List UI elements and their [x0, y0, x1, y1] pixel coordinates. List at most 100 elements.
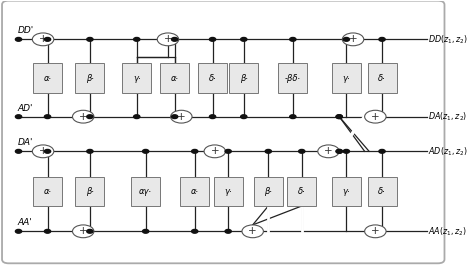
- Text: +: +: [39, 34, 47, 44]
- Text: γ⋅: γ⋅: [224, 187, 232, 196]
- Text: α⋅: α⋅: [170, 73, 179, 83]
- Circle shape: [299, 150, 305, 153]
- Circle shape: [318, 145, 339, 158]
- FancyBboxPatch shape: [332, 177, 361, 206]
- Text: αγ⋅: αγ⋅: [139, 187, 152, 196]
- Text: +: +: [248, 226, 257, 236]
- Text: AD': AD': [17, 104, 33, 113]
- Circle shape: [379, 38, 385, 41]
- FancyBboxPatch shape: [131, 177, 160, 206]
- Text: δ⋅: δ⋅: [378, 73, 386, 83]
- FancyBboxPatch shape: [198, 63, 227, 93]
- Circle shape: [204, 145, 226, 158]
- Circle shape: [342, 33, 364, 46]
- FancyBboxPatch shape: [180, 177, 209, 206]
- Circle shape: [290, 38, 296, 41]
- Circle shape: [16, 150, 22, 153]
- Circle shape: [192, 229, 198, 233]
- Text: δ⋅: δ⋅: [378, 187, 386, 196]
- Circle shape: [170, 110, 192, 123]
- Circle shape: [73, 225, 94, 238]
- FancyBboxPatch shape: [160, 63, 189, 93]
- Circle shape: [343, 38, 349, 41]
- FancyBboxPatch shape: [368, 177, 396, 206]
- FancyBboxPatch shape: [33, 177, 62, 206]
- Circle shape: [143, 150, 149, 153]
- Text: AA': AA': [17, 218, 33, 227]
- Circle shape: [16, 229, 22, 233]
- FancyBboxPatch shape: [368, 63, 396, 93]
- Text: β⋅: β⋅: [86, 73, 94, 83]
- Circle shape: [134, 115, 140, 118]
- Circle shape: [16, 38, 22, 41]
- Circle shape: [73, 110, 94, 123]
- Text: -βδ⋅: -βδ⋅: [285, 73, 301, 83]
- Text: +: +: [371, 112, 379, 122]
- Text: δ⋅: δ⋅: [209, 73, 217, 83]
- Circle shape: [171, 115, 178, 118]
- Circle shape: [336, 115, 342, 118]
- Circle shape: [16, 115, 22, 118]
- Circle shape: [265, 150, 271, 153]
- Text: +: +: [349, 34, 357, 44]
- Circle shape: [171, 38, 178, 41]
- Text: $DD(z_1,z_2)$: $DD(z_1,z_2)$: [428, 33, 468, 46]
- Text: $AD(z_1,z_2)$: $AD(z_1,z_2)$: [428, 145, 468, 158]
- Circle shape: [365, 110, 386, 123]
- Circle shape: [157, 33, 179, 46]
- Text: +: +: [164, 34, 172, 44]
- Text: α⋅: α⋅: [43, 73, 51, 83]
- Circle shape: [336, 150, 342, 153]
- Text: +: +: [39, 146, 47, 156]
- Text: γ⋅: γ⋅: [133, 73, 141, 83]
- Circle shape: [143, 229, 149, 233]
- Text: α⋅: α⋅: [191, 187, 199, 196]
- Text: +: +: [79, 226, 87, 236]
- FancyBboxPatch shape: [278, 63, 307, 93]
- FancyBboxPatch shape: [214, 177, 243, 206]
- Text: α⋅: α⋅: [43, 187, 51, 196]
- Circle shape: [365, 225, 386, 238]
- Text: β⋅: β⋅: [86, 187, 94, 196]
- Text: +: +: [79, 112, 87, 122]
- Circle shape: [134, 38, 140, 41]
- Text: +: +: [371, 226, 379, 236]
- Circle shape: [336, 150, 342, 153]
- Circle shape: [241, 115, 247, 118]
- Text: $DA(z_1,z_2)$: $DA(z_1,z_2)$: [428, 110, 467, 123]
- Circle shape: [242, 225, 263, 238]
- FancyBboxPatch shape: [33, 63, 62, 93]
- Circle shape: [343, 150, 349, 153]
- Circle shape: [87, 38, 93, 41]
- Text: $AA(z_1,z_2)$: $AA(z_1,z_2)$: [428, 225, 467, 237]
- Circle shape: [33, 33, 54, 46]
- Text: +: +: [324, 146, 333, 156]
- Text: DA': DA': [17, 138, 33, 147]
- Circle shape: [210, 115, 216, 118]
- Circle shape: [33, 145, 54, 158]
- Circle shape: [225, 229, 231, 233]
- Circle shape: [290, 115, 296, 118]
- FancyBboxPatch shape: [76, 63, 104, 93]
- FancyBboxPatch shape: [2, 1, 445, 263]
- Circle shape: [225, 150, 231, 153]
- FancyBboxPatch shape: [122, 63, 151, 93]
- Circle shape: [336, 115, 342, 118]
- Text: γ⋅: γ⋅: [343, 73, 350, 83]
- Circle shape: [44, 115, 51, 118]
- Circle shape: [87, 115, 93, 118]
- Text: DD': DD': [17, 26, 34, 35]
- Circle shape: [241, 38, 247, 41]
- Circle shape: [44, 229, 51, 233]
- FancyBboxPatch shape: [229, 63, 258, 93]
- Text: β⋅: β⋅: [264, 187, 272, 196]
- FancyBboxPatch shape: [332, 63, 361, 93]
- Text: +: +: [211, 146, 219, 156]
- Circle shape: [87, 150, 93, 153]
- Circle shape: [210, 38, 216, 41]
- FancyBboxPatch shape: [254, 177, 283, 206]
- Circle shape: [87, 229, 93, 233]
- Text: +: +: [177, 112, 185, 122]
- Text: γ⋅: γ⋅: [343, 187, 350, 196]
- Text: β⋅: β⋅: [240, 73, 248, 83]
